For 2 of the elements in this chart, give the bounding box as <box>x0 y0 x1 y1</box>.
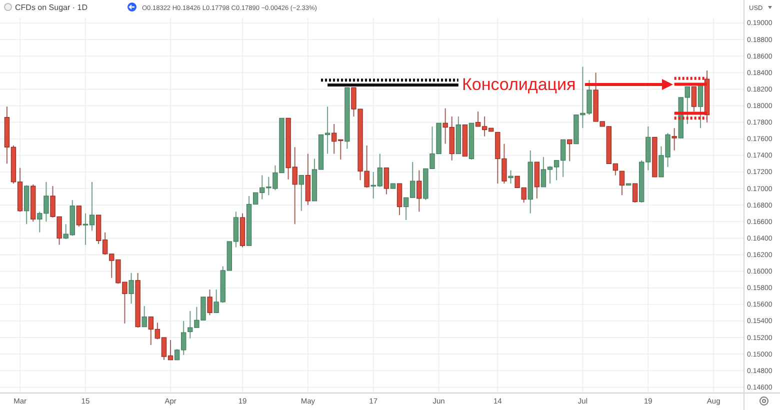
chart-title: CFDs on Sugar · 1D <box>15 3 88 12</box>
annotation: Консолидация <box>462 75 576 94</box>
